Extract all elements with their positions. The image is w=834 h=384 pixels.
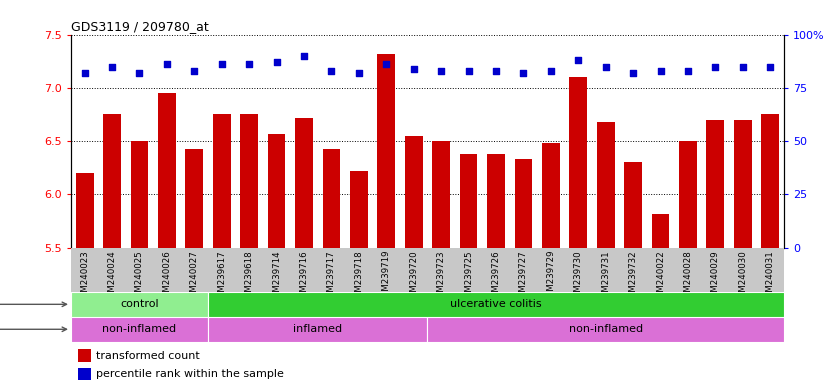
Bar	[131, 141, 148, 248]
Point	[462, 68, 475, 74]
Text: GSM239717: GSM239717	[327, 250, 336, 303]
Text: GSM240030: GSM240030	[738, 250, 747, 303]
Text: GSM240027: GSM240027	[190, 250, 198, 303]
Bar	[103, 114, 121, 248]
Text: GSM239720: GSM239720	[409, 250, 418, 303]
Point	[517, 70, 530, 76]
Bar	[185, 149, 203, 248]
Point	[270, 59, 284, 65]
Point	[243, 61, 256, 68]
Point	[709, 63, 722, 70]
Text: GSM239723: GSM239723	[437, 250, 445, 303]
Text: GSM239618: GSM239618	[244, 250, 254, 303]
Bar	[208, 317, 427, 342]
Text: ulcerative colitis: ulcerative colitis	[450, 299, 542, 310]
Text: GSM239726: GSM239726	[491, 250, 500, 303]
Text: GSM239732: GSM239732	[629, 250, 638, 303]
Text: GSM239714: GSM239714	[272, 250, 281, 303]
Point	[352, 70, 365, 76]
Bar	[679, 141, 697, 248]
Text: percentile rank within the sample: percentile rank within the sample	[96, 369, 284, 379]
Text: non-inflamed: non-inflamed	[103, 324, 177, 334]
Point	[764, 63, 777, 70]
Bar	[542, 143, 560, 248]
Bar	[515, 159, 532, 248]
Point	[188, 68, 201, 74]
Point	[544, 68, 557, 74]
Text: GSM240028: GSM240028	[684, 250, 692, 303]
Bar	[460, 154, 478, 248]
Text: GSM239617: GSM239617	[217, 250, 226, 303]
Point	[736, 63, 750, 70]
Point	[681, 68, 695, 74]
Bar	[268, 134, 285, 248]
Text: GSM240029: GSM240029	[711, 250, 720, 303]
Bar	[487, 154, 505, 248]
Text: GSM240022: GSM240022	[656, 250, 665, 303]
Bar	[323, 149, 340, 248]
Bar	[213, 114, 231, 248]
Point	[133, 70, 146, 76]
Bar	[624, 162, 642, 248]
Bar	[404, 136, 423, 248]
Text: GSM239729: GSM239729	[546, 250, 555, 302]
Bar	[208, 292, 784, 317]
Bar	[570, 77, 587, 248]
Point	[435, 68, 448, 74]
Bar	[158, 93, 176, 248]
Point	[298, 53, 311, 59]
Point	[215, 61, 229, 68]
Bar	[734, 120, 751, 248]
Point	[599, 63, 612, 70]
Text: GSM240031: GSM240031	[766, 250, 775, 303]
Text: GDS3119 / 209780_at: GDS3119 / 209780_at	[71, 20, 208, 33]
Text: GSM240025: GSM240025	[135, 250, 144, 303]
Text: inflamed: inflamed	[294, 324, 342, 334]
Point	[78, 70, 91, 76]
Bar	[71, 292, 208, 317]
Bar	[706, 120, 724, 248]
Point	[407, 66, 420, 72]
Text: GSM239730: GSM239730	[574, 250, 583, 303]
Text: GSM240023: GSM240023	[80, 250, 89, 303]
Text: GSM239727: GSM239727	[519, 250, 528, 303]
Bar	[78, 349, 91, 362]
Text: GSM239719: GSM239719	[382, 250, 391, 302]
Text: GSM239718: GSM239718	[354, 250, 364, 303]
Text: disease state: disease state	[0, 299, 67, 310]
Text: GSM240024: GSM240024	[108, 250, 117, 303]
Point	[105, 63, 118, 70]
Text: GSM240026: GSM240026	[163, 250, 171, 303]
Point	[490, 68, 503, 74]
Point	[626, 70, 640, 76]
Point	[160, 61, 173, 68]
Bar	[76, 173, 93, 248]
Text: control: control	[120, 299, 158, 310]
Point	[654, 68, 667, 74]
Bar	[432, 141, 450, 248]
Point	[379, 61, 393, 68]
Text: non-inflamed: non-inflamed	[569, 324, 643, 334]
Point	[571, 57, 585, 63]
Point	[324, 68, 338, 74]
Text: GSM239716: GSM239716	[299, 250, 309, 303]
Bar	[597, 122, 615, 248]
Bar	[651, 214, 670, 248]
Bar	[295, 118, 313, 248]
Text: transformed count: transformed count	[96, 351, 199, 361]
Text: specimen: specimen	[0, 324, 67, 334]
Bar	[427, 317, 784, 342]
Bar	[761, 114, 779, 248]
Bar	[350, 171, 368, 248]
Bar	[78, 368, 91, 380]
Bar	[377, 54, 395, 248]
Bar	[71, 317, 208, 342]
Bar	[240, 114, 258, 248]
Text: GSM239731: GSM239731	[601, 250, 610, 303]
Text: GSM239725: GSM239725	[464, 250, 473, 303]
